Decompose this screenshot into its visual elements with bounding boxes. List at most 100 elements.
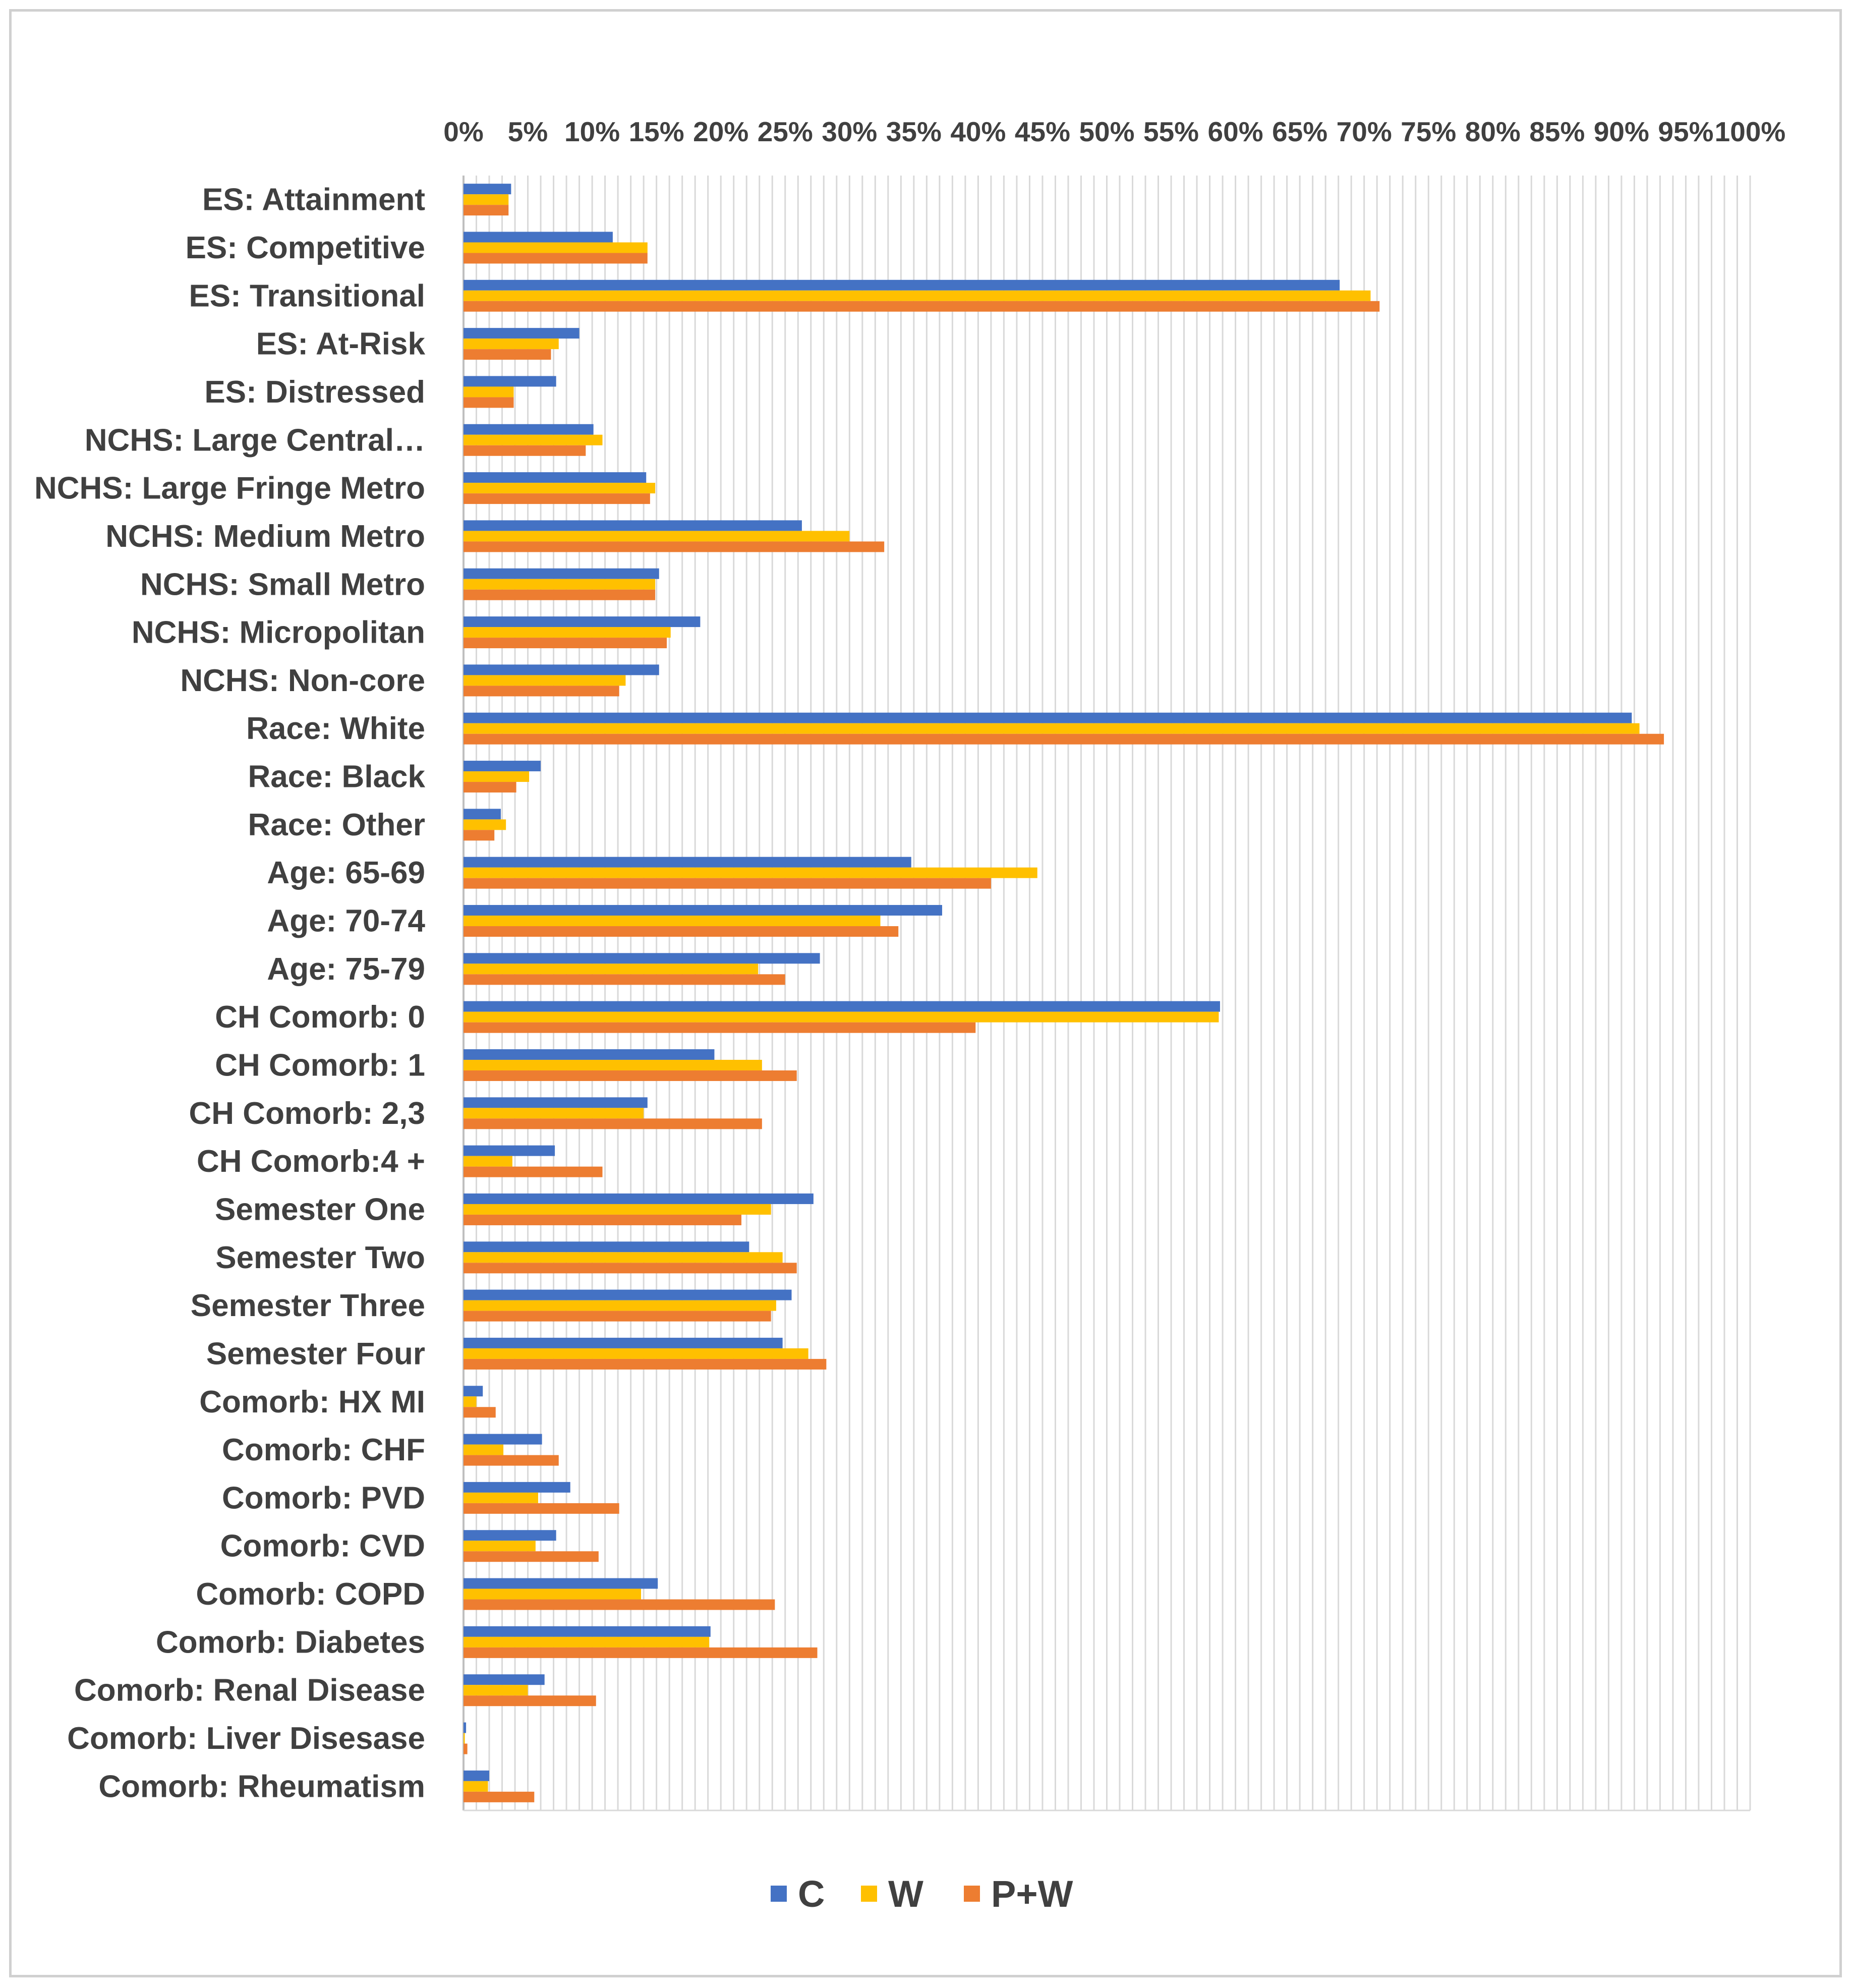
bar-c <box>464 1049 715 1060</box>
bar-c <box>464 857 911 868</box>
category-label: NCHS: Large Central… <box>85 423 425 458</box>
bar-c <box>464 1145 555 1156</box>
bar-p-w <box>464 541 885 552</box>
bar-p-w <box>464 349 551 360</box>
bar-p-w <box>464 1118 762 1129</box>
bar-w <box>464 1011 1219 1023</box>
bar-w <box>464 771 530 782</box>
x-tick-label: 65% <box>1272 116 1327 147</box>
bar-w <box>464 1108 644 1119</box>
bar-p-w <box>464 1070 797 1081</box>
bar-p-w <box>464 733 1664 745</box>
bar-c <box>464 1337 783 1348</box>
bar-w <box>464 194 509 205</box>
bar-w <box>464 1636 710 1648</box>
bar-w <box>464 579 656 590</box>
bar-p-w <box>464 1791 535 1802</box>
bar-p-w <box>464 1599 775 1610</box>
legend-label: C <box>798 1873 825 1915</box>
category-label: NCHS: Large Fringe Metro <box>34 471 425 506</box>
category-label: Comorb: PVD <box>222 1481 425 1515</box>
category-label: Comorb: Liver Disesase <box>67 1721 425 1756</box>
bar-c <box>464 1722 467 1733</box>
bar-w <box>464 1300 776 1311</box>
bar-p-w <box>464 493 650 504</box>
bar-c <box>464 1626 711 1637</box>
category-label: Comorb: COPD <box>196 1577 425 1612</box>
bar-c <box>464 1578 658 1589</box>
category-label: Race: Other <box>248 808 425 842</box>
bar-c <box>464 1097 648 1108</box>
bar-c <box>464 905 942 916</box>
bar-w <box>464 1348 808 1359</box>
bar-c <box>464 279 1340 291</box>
category-label: NCHS: Non-core <box>180 663 425 698</box>
bar-p-w <box>464 589 656 600</box>
x-tick-label: 85% <box>1529 116 1585 147</box>
category-label: Comorb: HX MI <box>199 1385 425 1419</box>
bar-c <box>464 1482 570 1493</box>
bar-w <box>464 531 850 542</box>
bar-p-w <box>464 1311 771 1322</box>
x-tick-label: 10% <box>564 116 620 147</box>
bar-p-w <box>464 1407 496 1418</box>
bar-p-w <box>464 205 509 216</box>
bar-p-w <box>464 301 1380 312</box>
legend: C W P+W <box>771 1873 1073 1915</box>
category-label: CH Comorb: 2,3 <box>189 1096 425 1131</box>
bar-c <box>464 1530 556 1541</box>
category-label: Age: 75-79 <box>267 952 425 987</box>
category-label: Semester Four <box>206 1336 425 1371</box>
bar-p-w <box>464 1263 797 1274</box>
category-label: Semester Two <box>215 1240 425 1275</box>
bar-w <box>464 1396 477 1407</box>
x-axis-ticks: 0% 5% 10% 15% 20% 25% 30% 35% 40% 45% 50% 55% 60% 65%… <box>443 116 1785 147</box>
bar-w <box>464 290 1371 301</box>
bar-w <box>464 1059 762 1070</box>
bar-w <box>464 434 603 445</box>
bar-p-w <box>464 1743 468 1754</box>
bar-c <box>464 1289 792 1300</box>
bar-c <box>464 520 802 531</box>
legend-label: W <box>888 1873 923 1915</box>
bar-w <box>464 916 881 927</box>
bar-p-w <box>464 1551 599 1562</box>
bar-w <box>464 1252 783 1263</box>
bar-c <box>464 1241 749 1253</box>
category-label: NCHS: Small Metro <box>140 567 425 602</box>
category-label: Comorb: CVD <box>220 1529 425 1564</box>
category-label: Comorb: CHF <box>222 1433 425 1467</box>
x-tick-label: 20% <box>693 116 748 147</box>
bar-c <box>464 472 647 483</box>
bar-c <box>464 712 1632 723</box>
bar-w <box>464 1781 488 1792</box>
x-tick-label: 90% <box>1594 116 1649 147</box>
bar-c <box>464 1434 542 1445</box>
bar-w <box>464 1685 528 1696</box>
bar-p-w <box>464 1503 619 1514</box>
category-label: Age: 70-74 <box>267 904 425 939</box>
bar-w <box>464 963 759 975</box>
bar-c <box>464 376 556 387</box>
category-label: ES: Attainment <box>202 183 425 217</box>
x-tick-label: 80% <box>1465 116 1521 147</box>
bar-p-w <box>464 974 785 985</box>
category-label: Semester Three <box>191 1288 425 1323</box>
bar-p-w <box>464 1166 603 1177</box>
bar-chart: 0% 5% 10% 15% 20% 25% 30% 35% 40% 45% 50% 55% 60% 65%… <box>34 116 1785 1915</box>
x-tick-label: 95% <box>1658 116 1713 147</box>
bar-w <box>464 1541 536 1552</box>
bar-w <box>464 1204 771 1215</box>
bar-c <box>464 1770 490 1781</box>
category-label: Comorb: Diabetes <box>156 1625 425 1660</box>
bar-w <box>464 819 506 830</box>
bar-p-w <box>464 782 516 793</box>
x-tick-label: 40% <box>950 116 1006 147</box>
x-tick-label: 100% <box>1715 116 1786 147</box>
bar-c <box>464 1674 545 1685</box>
bar-p-w <box>464 1022 976 1033</box>
bar-w <box>464 386 514 397</box>
bar-p-w <box>464 1647 818 1658</box>
x-tick-label: 30% <box>822 116 877 147</box>
x-tick-label: 55% <box>1143 116 1199 147</box>
